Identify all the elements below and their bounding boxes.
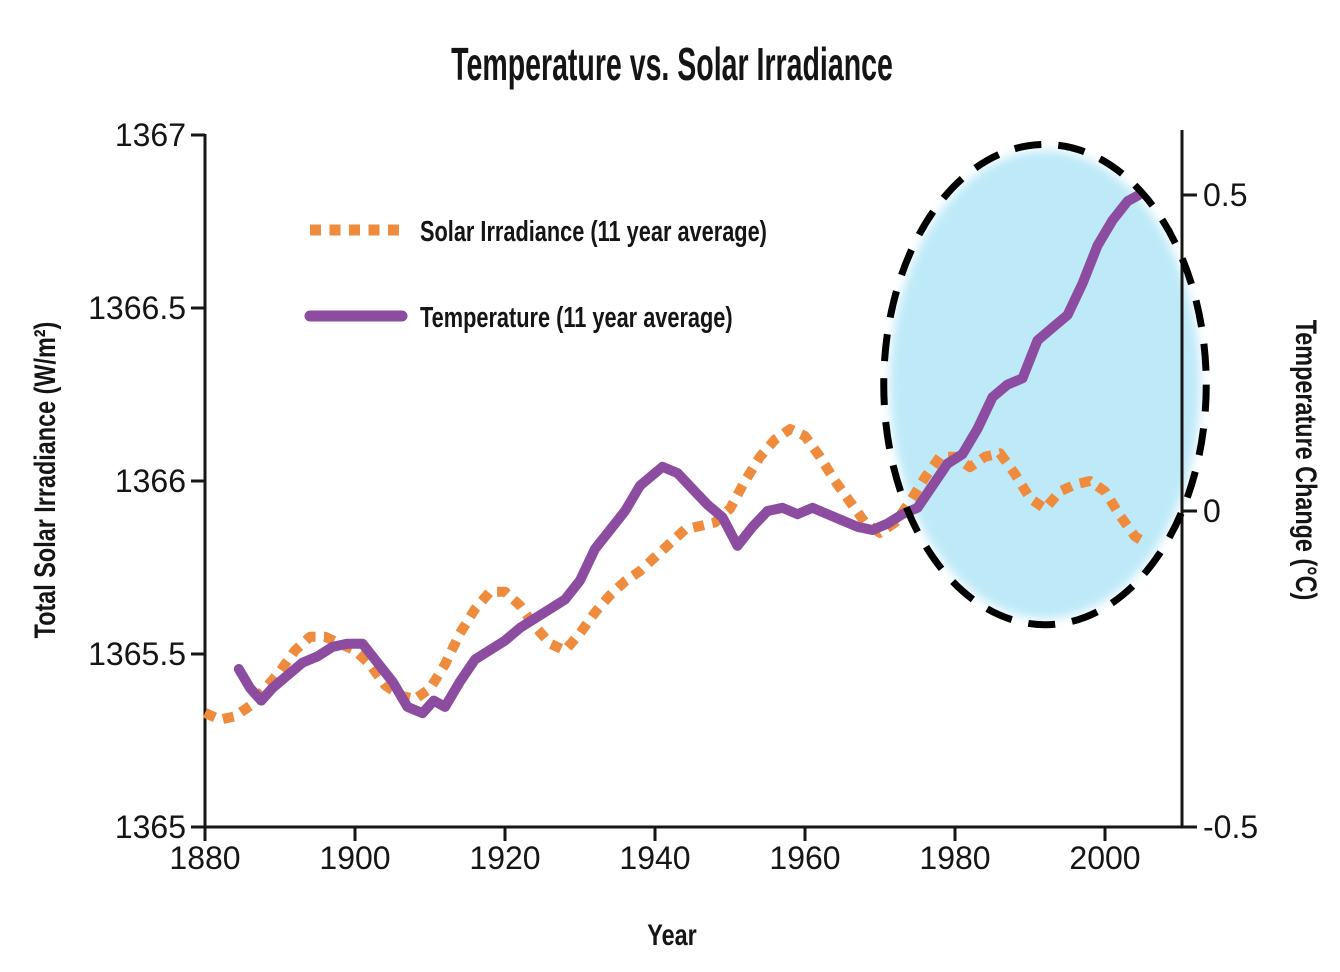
right-axis-title: Temperature Change (°C): [1289, 320, 1322, 601]
highlight-ellipse-outline: [880, 140, 1210, 629]
legend-item-solar: Solar Irradiance (11 year average): [310, 216, 767, 248]
x-tick-label: 1900: [319, 840, 390, 876]
left-tick-label: 1367: [115, 117, 186, 153]
legend: Solar Irradiance (11 year average) Tempe…: [304, 216, 767, 334]
x-tick-label: 2000: [1069, 840, 1140, 876]
right-axis-ticks: 0.5 0 -0.5: [1182, 177, 1258, 845]
x-tick-label: 1920: [469, 840, 540, 876]
x-axis-ticks: 1880 1900 1920 1940 1960 1980 2000: [169, 827, 1141, 876]
left-tick-label: 1366: [115, 463, 186, 499]
left-axis-title: Total Solar Irradiance (W/m²): [28, 322, 61, 639]
right-tick-label: -0.5: [1203, 809, 1258, 845]
chart-title: Temperature vs. Solar Irradiance: [451, 39, 893, 91]
solar-irradiance-line: [202, 424, 1149, 725]
highlight-ellipse-fill: [889, 150, 1201, 619]
x-axis-title: Year: [647, 918, 697, 951]
left-tick-label: 1365.5: [88, 636, 186, 672]
legend-item-temperature: Temperature (11 year average): [304, 302, 733, 334]
left-axis-ticks: 1367 1366.5 1366 1365.5 1365: [88, 117, 205, 845]
left-tick-label: 1365: [115, 809, 186, 845]
right-tick-label: 0: [1203, 493, 1221, 529]
x-tick-label: 1960: [769, 840, 840, 876]
legend-label-solar: Solar Irradiance (11 year average): [420, 216, 767, 248]
temperature-line: [233, 190, 1144, 719]
legend-label-temperature: Temperature (11 year average): [420, 302, 733, 334]
right-tick-label: 0.5: [1203, 177, 1247, 213]
x-tick-label: 1880: [169, 840, 240, 876]
x-tick-label: 1980: [919, 840, 990, 876]
left-tick-label: 1366.5: [88, 290, 186, 326]
x-tick-label: 1940: [619, 840, 690, 876]
